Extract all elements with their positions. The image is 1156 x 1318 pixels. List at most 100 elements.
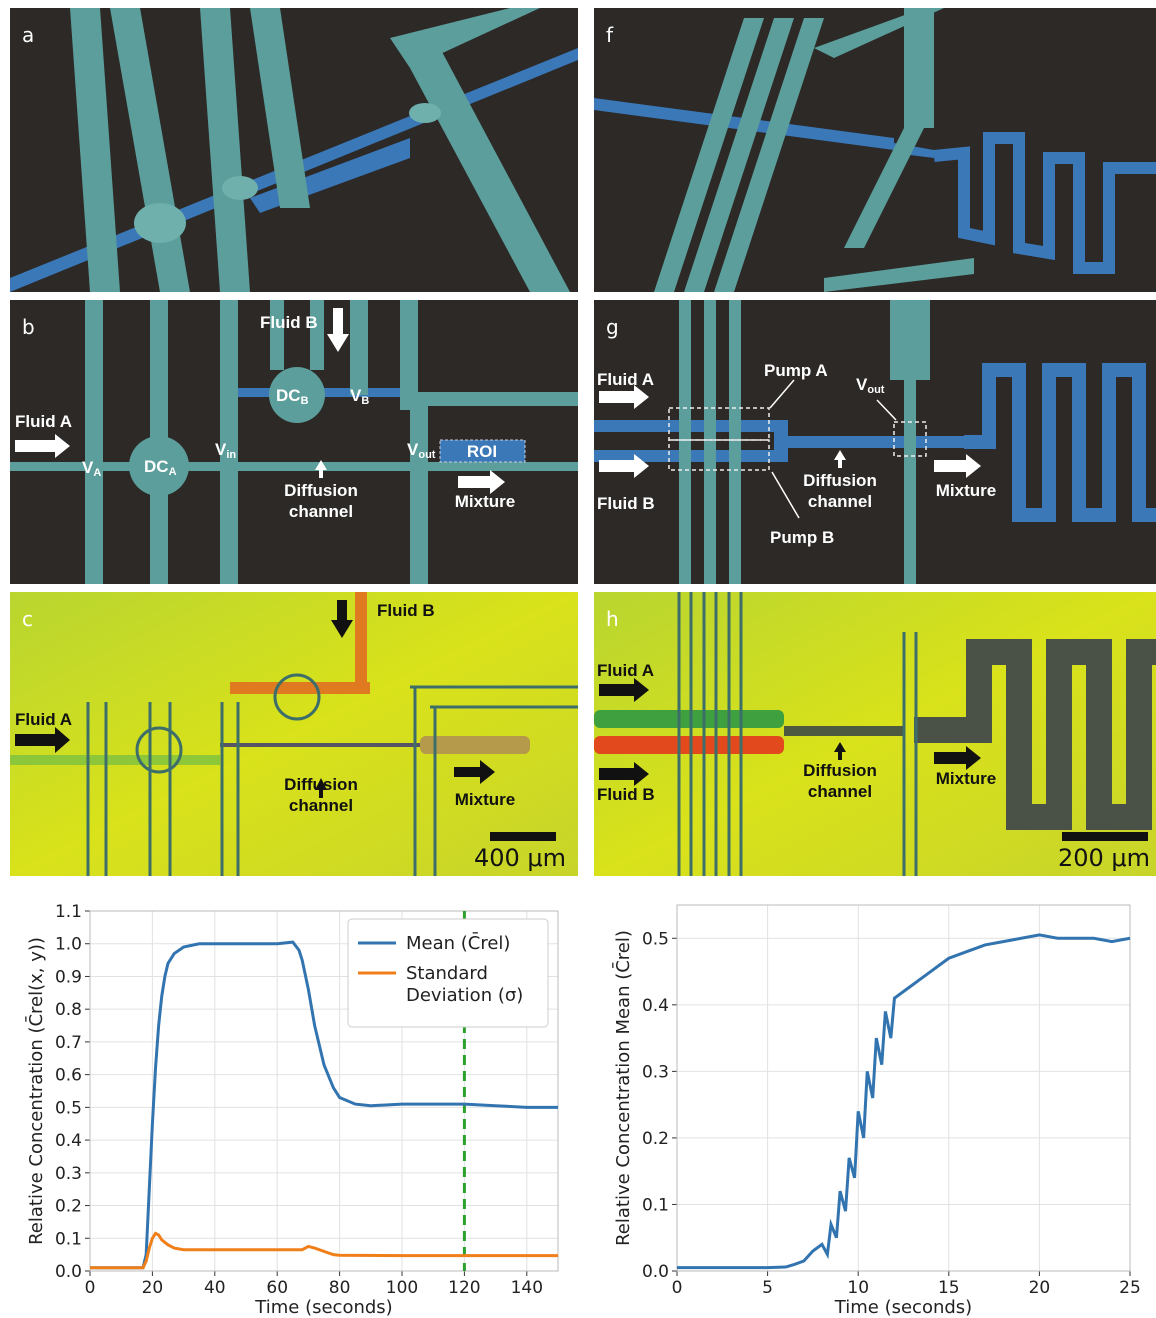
y-tick-label: 1.1 [55,902,82,922]
label: V [350,386,362,405]
data-line [677,935,1130,1268]
panel-c: Fluid B Fluid A Diffusion channel Mixtur… [10,592,578,876]
x-axis-label: Time (seconds) [834,1297,972,1318]
label: Diffusion [284,481,358,500]
x-tick-label: 40 [204,1278,226,1298]
panel-f: f [594,8,1156,292]
label: in [226,449,236,461]
shape [409,103,441,123]
y-tick-label: 0.0 [55,1262,82,1282]
panel-b: Fluid A Fluid B VA DCA Vin DCB VB Vout R… [10,300,578,584]
y-tick-label: 0.6 [55,1066,82,1086]
x-tick-label: 80 [329,1278,351,1298]
y-tick-label: 1.0 [55,935,82,955]
label: Fluid A [15,710,72,729]
shape [784,726,904,736]
x-tick-label: 0 [672,1278,683,1298]
label: V [215,440,227,459]
label: Fluid A [15,412,72,431]
label: ROI [467,442,497,461]
label: B [361,395,369,407]
plot-frame [677,905,1130,1271]
y-tick-label: 0.5 [55,1098,82,1118]
shape [904,380,916,584]
y-tick-label: 0.0 [642,1262,669,1282]
label: Diffusion [284,775,358,794]
figure: a Fluid A Fluid B VA DCA Vin DCB VB Vout… [0,0,1156,1318]
shape [704,300,716,584]
label: Diffusion [803,471,877,490]
label: Fluid B [597,494,655,513]
shape [10,755,220,765]
y-tick-label: 0.5 [642,929,669,949]
legend-label: Mean (C̄rel) [406,932,510,954]
x-tick-label: 100 [386,1278,418,1298]
y-tick-label: 0.4 [642,996,669,1016]
label: V [856,375,868,394]
x-tick-label: 5 [762,1278,773,1298]
y-tick-label: 0.1 [55,1229,82,1249]
scale-label: 400 μm [474,844,566,872]
y-tick-label: 0.8 [55,1000,82,1020]
x-tick-label: 140 [511,1278,543,1298]
shape [594,736,784,754]
label: Fluid A [597,370,654,389]
y-tick-label: 0.1 [642,1195,669,1215]
label: Mixture [936,481,996,500]
panel-letter: c [22,607,33,631]
y-tick-label: 0.4 [55,1131,82,1151]
label: channel [808,492,872,511]
legend-label-line: Standard [406,963,488,984]
shape [355,592,367,692]
x-tick-label: 20 [1029,1278,1051,1298]
y-tick-label: 0.7 [55,1033,82,1053]
shape [410,392,428,584]
x-tick-label: 15 [938,1278,960,1298]
y-axis-label: Relative Concentration Mean (C̄rel) [612,930,634,1246]
label: Pump A [764,361,828,380]
label: DC [276,386,301,405]
panel-letter: d [20,885,33,909]
label: Fluid B [597,785,655,804]
shape [85,300,103,584]
label: DC [144,457,169,476]
panel-letter: f [606,23,614,47]
panel-letter: b [22,315,35,339]
panel-letter: h [606,607,619,631]
legend-label-line: Deviation (σ) [406,985,523,1006]
panel-g: Fluid A Pump A Vout Fluid B Diffusion ch… [594,300,1156,584]
shape [904,8,934,128]
x-axis-label: Time (seconds) [254,1297,392,1318]
shape [729,300,741,584]
scale-label: 200 μm [1058,844,1150,872]
y-tick-label: 0.9 [55,967,82,987]
x-tick-label: 20 [142,1278,164,1298]
label: out [867,384,884,396]
y-tick-label: 0.2 [55,1197,82,1217]
label: A [169,466,177,478]
shape [134,203,186,243]
label: channel [289,796,353,815]
label: V [407,440,419,459]
panel-letter: e [605,879,617,903]
y-axis-label: Relative Concentration (C̄rel(x, y)) [25,937,47,1245]
chart: 0.00.10.20.30.40.50.60.70.80.91.01.10204… [25,902,558,1318]
x-tick-label: 25 [1119,1278,1141,1298]
panel-letter: g [606,315,619,339]
y-tick-label: 0.3 [55,1164,82,1184]
panel-letter: a [22,23,34,47]
shape [400,300,418,410]
label: Mixture [936,769,996,788]
x-tick-label: 120 [448,1278,480,1298]
label: Pump B [770,528,834,547]
label: Mixture [455,790,515,809]
shape [890,300,930,380]
shape [350,300,368,395]
y-tick-label: 0.2 [642,1129,669,1149]
panel-a: a [10,8,578,292]
shape [230,682,370,694]
label: Fluid B [377,601,435,620]
label: Fluid B [260,313,318,332]
shape [235,388,415,397]
